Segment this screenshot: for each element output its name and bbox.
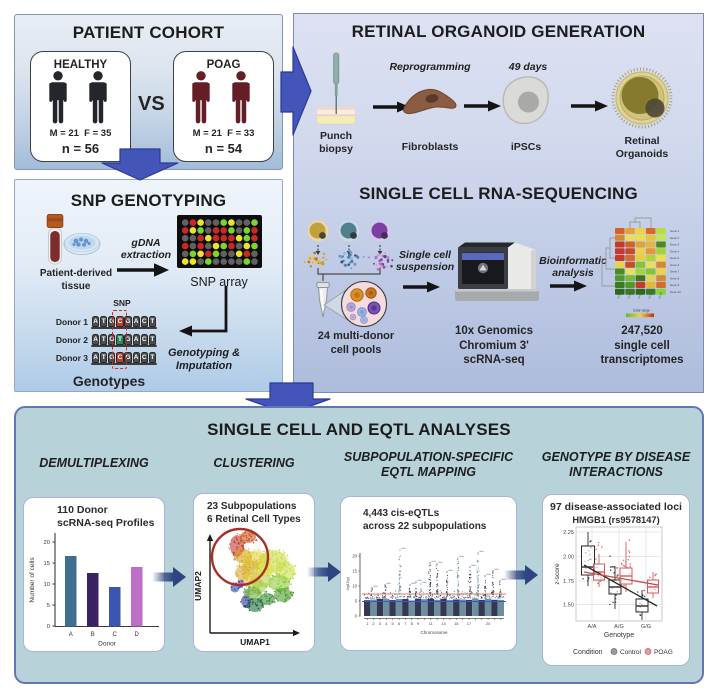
svg-text:Gene 4: Gene 4 [670,250,680,254]
svg-text:A/G: A/G [614,624,624,630]
svg-text:10: 10 [44,582,50,588]
svg-text:4,443 cis-eQTLs: 4,443 cis-eQTLs [363,508,440,519]
svg-text:20: 20 [352,554,357,559]
svg-text:-log10(p): -log10(p) [346,577,350,591]
svg-text:13: 13 [441,621,446,626]
svg-text:Control: Control [620,649,642,656]
svg-text:6: 6 [398,621,401,626]
svg-text:UMAP2: UMAP2 [193,571,203,601]
svg-text:5: 5 [355,599,358,604]
svg-text:scRNA-seq Profiles: scRNA-seq Profiles [57,517,155,529]
svg-text:1.50: 1.50 [563,602,574,608]
svg-text:Gene 7: Gene 7 [670,270,680,274]
svg-text:Gene 9: Gene 9 [670,283,680,287]
svg-text:Condition: Condition [573,649,603,656]
svg-text:A: A [69,632,73,638]
svg-text:Gene 2: Gene 2 [670,236,680,240]
svg-text:11: 11 [429,621,434,626]
svg-text:0: 0 [355,614,358,619]
svg-text:2: 2 [372,621,375,626]
svg-text:Gene 3: Gene 3 [670,243,680,247]
svg-text:Genotype: Genotype [604,632,634,639]
svg-text:Number of cells: Number of cells [29,557,36,603]
svg-text:9: 9 [417,621,420,626]
svg-text:Gene 10: Gene 10 [670,290,681,294]
svg-text:C: C [113,632,118,638]
svg-text:across 22 subpopulations: across 22 subpopulations [363,521,487,532]
svg-text:110 Donor: 110 Donor [57,504,108,516]
svg-text:Chromosome: Chromosome [420,630,448,635]
svg-text:2.25: 2.25 [563,530,574,536]
svg-text:5: 5 [391,621,394,626]
svg-text:UMAP1: UMAP1 [240,637,270,647]
svg-text:97 disease-associated loci: 97 disease-associated loci [550,501,682,513]
svg-text:2.00: 2.00 [563,554,574,560]
svg-text:HMGB1 (rs9578147): HMGB1 (rs9578147) [572,515,659,525]
svg-text:Smp2: Smp2 [626,291,632,299]
svg-text:POAG: POAG [654,649,673,656]
svg-text:Smp4: Smp4 [647,291,653,299]
svg-text:G/G: G/G [641,624,651,630]
svg-text:1: 1 [366,621,369,626]
svg-text:15: 15 [44,561,50,567]
svg-text:B: B [91,632,95,638]
svg-text:20: 20 [44,540,50,546]
svg-text:Color range: Color range [633,309,650,313]
svg-text:1.75: 1.75 [563,579,574,585]
svg-text:Smp5: Smp5 [657,291,663,299]
svg-text:15: 15 [352,569,357,574]
svg-text:23 Subpopulations: 23 Subpopulations [207,501,297,512]
svg-text:5: 5 [47,603,50,609]
svg-text:10: 10 [352,584,357,589]
svg-text:17: 17 [467,621,472,626]
svg-text:7: 7 [404,621,407,626]
svg-text:15: 15 [454,621,459,626]
svg-text:Gene 8: Gene 8 [670,277,680,281]
svg-text:8: 8 [411,621,414,626]
svg-text:3: 3 [379,621,382,626]
svg-text:20: 20 [486,621,491,626]
svg-text:A/A: A/A [587,624,596,630]
svg-text:D: D [135,632,140,638]
svg-text:Gene 6: Gene 6 [670,263,680,267]
svg-text:Donor: Donor [98,641,117,648]
svg-text:Smp1: Smp1 [616,291,622,299]
svg-text:4: 4 [385,621,388,626]
svg-text:Smp3: Smp3 [637,291,643,299]
svg-text:0: 0 [47,624,50,630]
svg-text:Gene 1: Gene 1 [670,229,680,233]
svg-text:6 Retinal Cell Types: 6 Retinal Cell Types [207,514,301,525]
svg-text:Gene 5: Gene 5 [670,256,680,260]
svg-text:z-score: z-score [554,563,561,585]
